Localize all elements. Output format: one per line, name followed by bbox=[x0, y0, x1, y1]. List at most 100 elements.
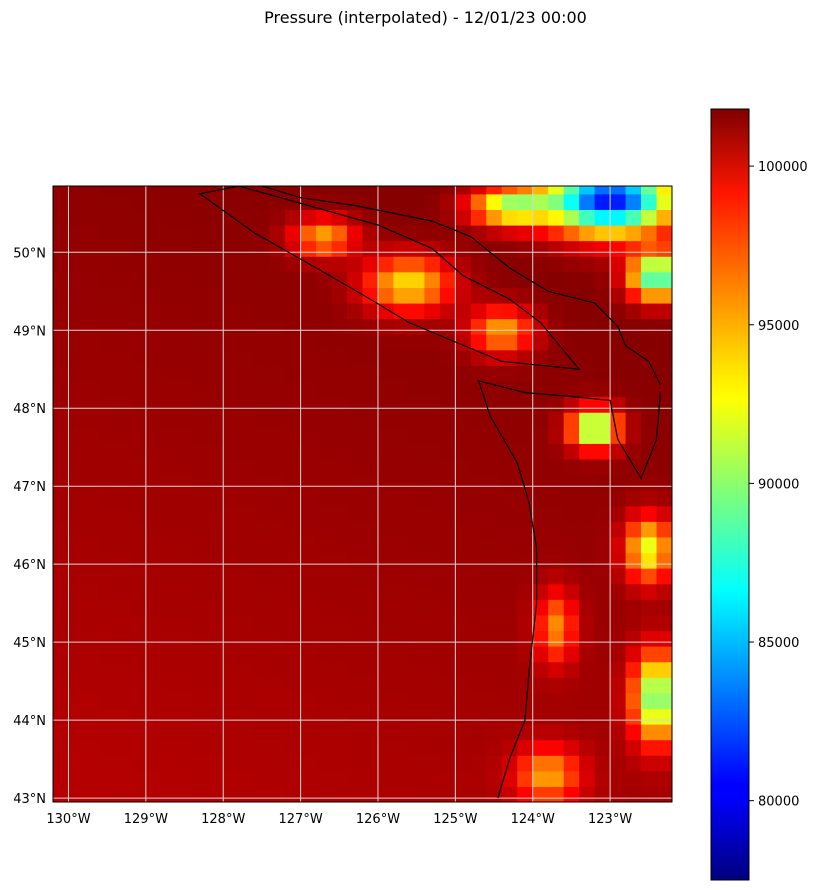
heatmap-cell bbox=[672, 334, 688, 350]
heatmap-cell bbox=[517, 427, 534, 444]
heatmap-cell bbox=[424, 427, 441, 444]
heatmap-cell bbox=[362, 334, 379, 351]
heatmap-cell bbox=[176, 568, 193, 585]
heatmap-cell bbox=[300, 412, 317, 429]
heatmap-cell bbox=[316, 427, 333, 444]
heatmap-cell bbox=[470, 755, 487, 772]
heatmap-cell bbox=[53, 365, 70, 382]
heatmap-cell bbox=[625, 708, 642, 725]
heatmap-cell bbox=[130, 661, 147, 678]
heatmap-cell bbox=[594, 271, 611, 288]
heatmap-cell bbox=[625, 677, 642, 694]
heatmap-cell bbox=[641, 349, 658, 366]
heatmap-cell bbox=[548, 271, 565, 288]
heatmap-cell bbox=[114, 193, 131, 210]
heatmap-cell bbox=[424, 193, 441, 210]
heatmap-cell bbox=[455, 458, 472, 476]
heatmap-cell bbox=[161, 661, 178, 678]
heatmap-cell bbox=[176, 365, 193, 382]
heatmap-cell bbox=[269, 583, 286, 600]
heatmap-cell bbox=[285, 256, 302, 273]
heatmap-cell bbox=[347, 536, 364, 554]
heatmap-cell bbox=[269, 209, 286, 226]
heatmap-cell bbox=[176, 708, 193, 725]
heatmap-cell bbox=[548, 646, 565, 663]
heatmap-cell bbox=[99, 646, 116, 663]
heatmap-cell bbox=[455, 646, 472, 663]
heatmap-cell bbox=[439, 287, 456, 304]
heatmap-cell bbox=[377, 677, 395, 694]
heatmap-cell bbox=[594, 568, 611, 585]
heatmap-cell bbox=[501, 677, 518, 694]
heatmap-cell bbox=[114, 443, 131, 460]
heatmap-cell bbox=[532, 708, 549, 725]
heatmap-cell bbox=[207, 209, 224, 226]
heatmap-cell bbox=[517, 412, 534, 429]
heatmap-cell bbox=[486, 786, 503, 802]
heatmap-cell bbox=[486, 443, 503, 460]
heatmap-cell bbox=[176, 224, 193, 242]
heatmap-cell bbox=[99, 334, 116, 351]
latitude-tick-label: 43°N bbox=[13, 792, 46, 807]
heatmap-cell bbox=[641, 224, 658, 242]
heatmap-cell bbox=[439, 256, 456, 273]
heatmap-cell bbox=[192, 256, 209, 273]
heatmap-cell bbox=[548, 568, 565, 585]
heatmap-cell bbox=[579, 552, 596, 569]
heatmap-cell bbox=[408, 427, 425, 444]
heatmap-cell bbox=[223, 770, 240, 787]
heatmap-cell bbox=[223, 334, 240, 351]
heatmap-cell bbox=[145, 318, 162, 335]
heatmap-cell bbox=[347, 739, 364, 756]
heatmap-cell bbox=[176, 458, 193, 476]
heatmap-cell bbox=[439, 443, 456, 460]
heatmap-cell bbox=[238, 193, 255, 210]
heatmap-cell bbox=[470, 770, 487, 787]
heatmap-cell bbox=[625, 552, 642, 569]
heatmap-cell bbox=[114, 630, 131, 647]
heatmap-cell bbox=[192, 396, 209, 413]
heatmap-cell bbox=[393, 412, 410, 429]
heatmap-cell bbox=[641, 240, 658, 257]
heatmap-cell bbox=[501, 568, 518, 585]
heatmap-cell bbox=[145, 599, 162, 616]
heatmap-cell bbox=[176, 240, 193, 257]
heatmap-cell bbox=[579, 334, 596, 351]
heatmap-cell bbox=[176, 646, 193, 663]
heatmap-cell bbox=[68, 552, 85, 569]
heatmap-cell bbox=[594, 552, 611, 569]
heatmap-cell bbox=[83, 692, 101, 710]
heatmap-cell bbox=[408, 708, 425, 725]
heatmap-cell bbox=[424, 692, 441, 710]
heatmap-cell bbox=[331, 334, 348, 351]
heatmap-cell bbox=[161, 302, 178, 320]
heatmap-cell bbox=[672, 225, 688, 241]
heatmap-cell bbox=[316, 209, 333, 226]
heatmap-cell bbox=[316, 412, 333, 429]
heatmap-cell bbox=[517, 521, 534, 538]
heatmap-cell bbox=[579, 474, 596, 491]
heatmap-cell bbox=[455, 490, 472, 507]
heatmap-cell bbox=[99, 505, 116, 522]
heatmap-cell bbox=[176, 786, 193, 802]
heatmap-cell bbox=[594, 786, 611, 802]
heatmap-cell bbox=[517, 193, 534, 210]
heatmap-cell bbox=[408, 287, 425, 304]
heatmap-cell bbox=[269, 739, 286, 756]
heatmap-cell bbox=[517, 224, 534, 242]
heatmap-cell bbox=[53, 770, 70, 787]
heatmap-cell bbox=[130, 677, 147, 694]
heatmap-cell bbox=[362, 412, 379, 429]
heatmap-cell bbox=[347, 708, 364, 725]
heatmap-cell bbox=[347, 209, 364, 226]
heatmap-cell bbox=[161, 380, 178, 398]
heatmap-cell bbox=[161, 724, 178, 741]
heatmap-cell bbox=[254, 396, 271, 413]
heatmap-cell bbox=[300, 474, 317, 491]
heatmap-cell bbox=[393, 256, 410, 273]
heatmap-cell bbox=[548, 396, 565, 413]
heatmap-cell bbox=[347, 692, 364, 710]
heatmap-cell bbox=[625, 427, 642, 444]
heatmap-cell bbox=[424, 209, 441, 226]
heatmap-cell bbox=[455, 412, 472, 429]
